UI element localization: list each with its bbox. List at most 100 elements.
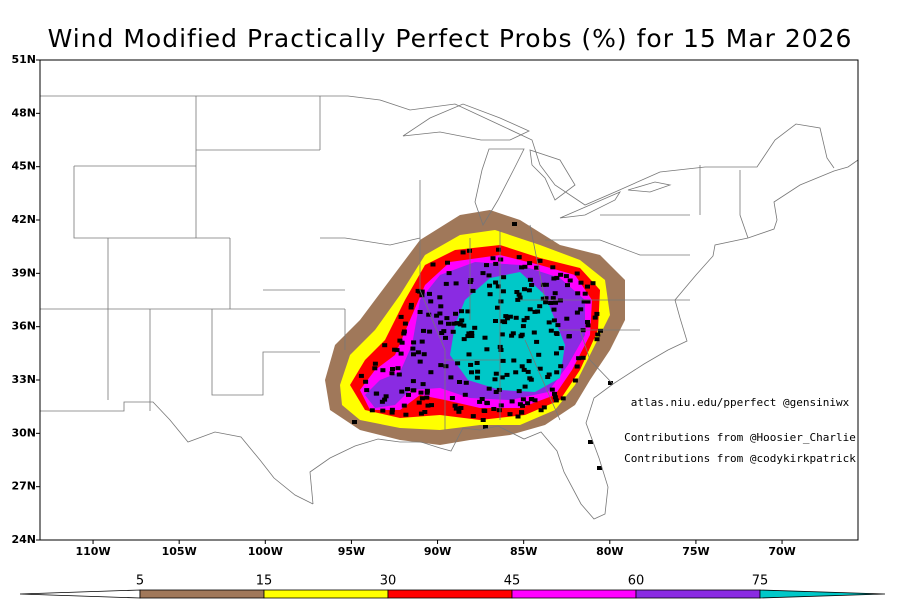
storm-report [529,397,535,401]
storm-report [411,352,416,357]
storm-report [534,265,540,270]
storm-report [520,397,526,402]
lon-tick-label: 110W [75,545,110,558]
storm-report [424,390,430,395]
storm-report [383,394,389,399]
storm-report [498,257,504,262]
storm-report [543,300,549,305]
storm-report [514,290,520,294]
storm-report [469,330,475,335]
storm-report [558,364,564,369]
storm-report [455,321,460,326]
storm-report [510,331,516,336]
storm-report [493,261,499,266]
storm-report [541,405,547,410]
storm-report [484,263,489,268]
storm-report [460,250,466,255]
storm-report [565,283,570,288]
storm-report [554,370,560,375]
storm-report [500,289,506,294]
storm-report [531,330,537,335]
storm-report [507,412,513,417]
storm-report [594,337,600,342]
colorbar-label: 15 [256,574,273,589]
storm-report [503,314,509,319]
storm-report [522,264,528,269]
storm-report [546,372,552,377]
storm-report [527,307,533,312]
storm-report [513,370,519,375]
storm-report [438,363,444,368]
storm-report [446,321,451,326]
storm-report [437,295,443,300]
annotation: Contributions from @codykirkpatrick [624,452,856,465]
storm-report [463,380,469,385]
storm-report [466,331,472,336]
storm-report [487,292,493,297]
storm-report [581,299,587,304]
storm-report [453,281,459,286]
lon-tick-label: 90W [424,545,451,558]
storm-report [418,390,424,395]
lon-tick-label: 80W [596,545,623,558]
storm-report [443,364,449,369]
storm-report [578,307,584,312]
storm-report [401,403,407,408]
storm-report [469,370,474,375]
storm-report [422,410,428,414]
colorbar-segment [511,589,637,599]
storm-report [484,347,490,352]
storm-report [450,329,456,334]
storm-report [543,282,549,287]
lon-tick-label: 70W [768,545,795,558]
storm-report [496,387,502,392]
storm-report [554,351,559,356]
storm-report [515,297,521,302]
storm-report [486,273,492,278]
lat-tick-label: 33N [11,373,36,386]
storm-report [419,339,425,344]
storm-report [437,311,443,316]
colorbar-segment [759,589,886,599]
lake-michigan [474,148,525,226]
storm-report [536,352,542,357]
storm-report [519,265,525,270]
storm-report [507,314,513,319]
storm-report [493,319,498,323]
storm-report [495,284,501,289]
colorbar-segment [139,589,265,599]
storm-report [574,364,580,369]
storm-report [455,361,461,366]
storm-report [522,287,527,292]
storm-report [493,280,499,285]
storm-report [550,265,556,270]
storm-report [380,408,386,413]
storm-report [443,281,449,286]
storm-report [548,328,554,333]
storm-report [396,372,402,377]
storm-report [434,313,440,318]
storm-report [448,375,454,380]
storm-report [572,378,578,383]
storm-report [425,403,431,408]
storm-report [480,271,486,276]
storm-report [521,318,527,323]
storm-report [574,310,580,315]
storm-report [456,409,462,414]
storm-report [419,396,425,401]
storm-report [406,392,411,397]
storm-report [550,296,556,301]
storm-report [416,400,422,405]
storm-report [397,338,403,343]
storm-report [598,328,603,333]
storm-report [482,409,488,413]
storm-report [411,340,417,345]
storm-report [453,311,458,316]
storm-report [578,280,584,285]
storm-report [597,466,602,470]
storm-report [498,403,504,408]
storm-report [560,396,566,401]
annotation: Contributions from @Hoosier_Charlie [624,431,856,444]
storm-report [395,366,401,371]
